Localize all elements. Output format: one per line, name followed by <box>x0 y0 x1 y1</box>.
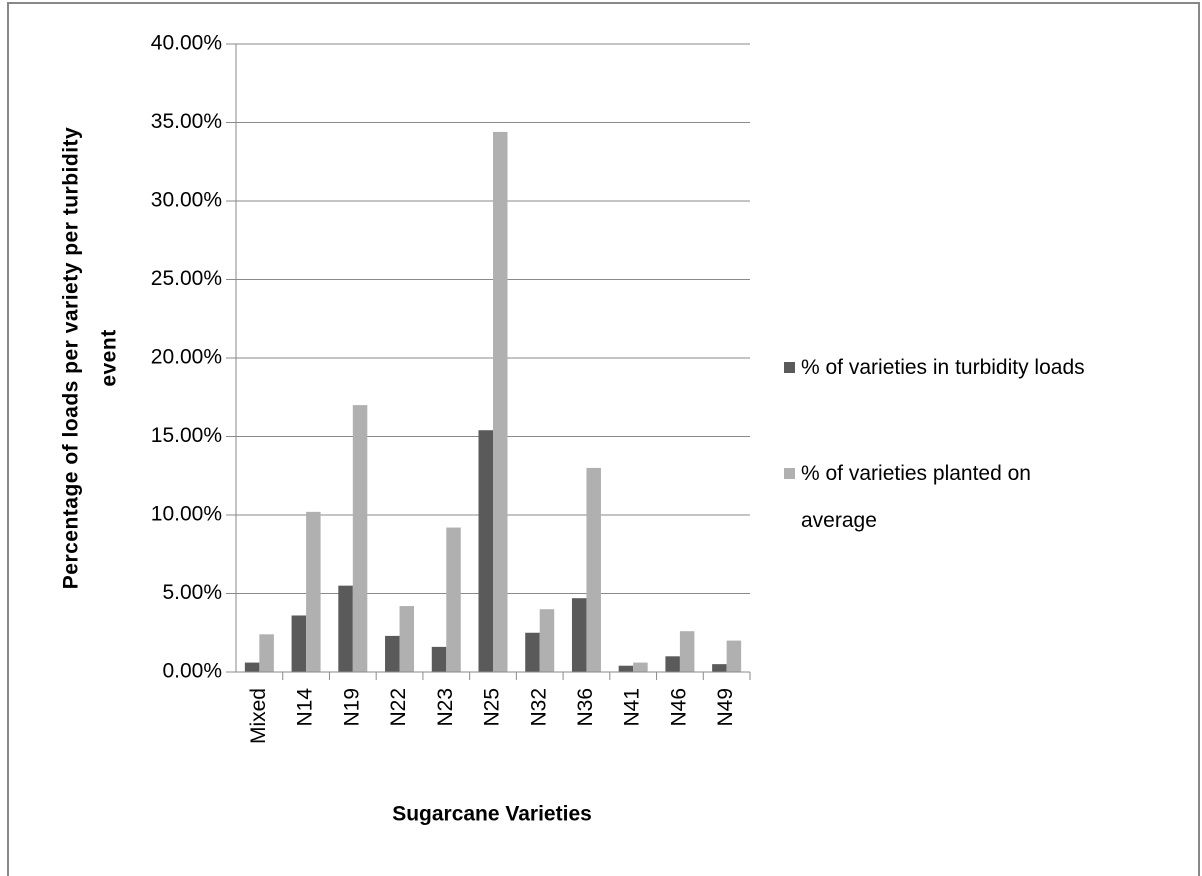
y-axis-title-line: event <box>98 329 121 386</box>
x-tick-label-group: N36 <box>574 688 597 727</box>
x-tick-label: N14 <box>294 688 317 727</box>
bar <box>665 656 680 672</box>
y-tick-label: 0.00% <box>162 660 222 683</box>
bar <box>618 665 634 672</box>
y-tick-label: 35.00% <box>151 110 222 133</box>
y-tick-label: 30.00% <box>151 189 222 212</box>
legend-swatch <box>784 468 795 479</box>
x-tick-label: Mixed <box>247 688 270 744</box>
x-tick-label-group: N19 <box>340 688 363 727</box>
x-tick-label: N49 <box>714 688 737 727</box>
legend-label: % of varieties planted on average <box>801 462 1031 532</box>
y-tick-label: 15.00% <box>151 424 222 447</box>
bar <box>478 430 493 672</box>
bar <box>291 615 307 672</box>
bar <box>586 467 601 672</box>
bar <box>399 606 415 672</box>
x-axis-title: Sugarcane Varieties <box>392 803 592 826</box>
y-tick-label: 20.00% <box>151 346 222 369</box>
bar <box>493 131 508 673</box>
bar <box>306 511 321 672</box>
y-tick-label: 10.00% <box>151 503 222 526</box>
bar <box>385 635 400 672</box>
bar <box>338 585 353 672</box>
x-tick-label-group: N46 <box>667 688 690 727</box>
y-axis-title-line: Percentage of loads per variety per turb… <box>60 127 83 589</box>
x-tick-label-group: N32 <box>527 688 550 727</box>
y-axis-title: Percentage of loads per variety per turb… <box>60 127 121 589</box>
x-tick-label-group: N22 <box>387 688 410 727</box>
bar <box>431 646 447 672</box>
y-tick-label: 25.00% <box>151 267 222 290</box>
y-tick-label: 40.00% <box>151 32 222 55</box>
y-tick-label: 5.00% <box>162 581 222 604</box>
bar <box>525 632 540 672</box>
x-tick-label: N22 <box>387 688 410 727</box>
legend-label: % of varieties in turbidity loads <box>801 356 1085 379</box>
x-tick-label-group: N41 <box>621 688 644 727</box>
x-tick-label: N41 <box>621 688 644 727</box>
chart-border <box>7 2 1200 876</box>
bar <box>633 662 648 672</box>
x-tick-label: N36 <box>574 688 597 727</box>
x-tick-label: N23 <box>434 688 457 727</box>
legend-item: % of varieties planted on average <box>784 450 1084 544</box>
bar <box>571 598 587 672</box>
x-tick-label: N46 <box>667 688 690 727</box>
x-tick-label-group: Mixed <box>247 688 270 744</box>
legend-swatch <box>784 362 795 373</box>
bar <box>679 631 695 672</box>
bar <box>539 609 555 672</box>
x-tick-label: N32 <box>527 688 550 727</box>
bar <box>726 640 742 672</box>
x-tick-label-group: N49 <box>714 688 737 727</box>
x-tick-label-group: N25 <box>481 688 504 727</box>
x-tick-label: N25 <box>481 688 504 727</box>
bar <box>244 662 260 672</box>
bar <box>352 405 368 672</box>
x-tick-label-group: N23 <box>434 688 457 727</box>
bar <box>712 664 727 672</box>
bar <box>446 527 461 672</box>
legend-item: % of varieties in turbidity loads <box>784 344 1085 391</box>
bar <box>259 634 274 672</box>
x-tick-label: N19 <box>340 688 363 727</box>
x-tick-label-group: N14 <box>294 688 317 727</box>
